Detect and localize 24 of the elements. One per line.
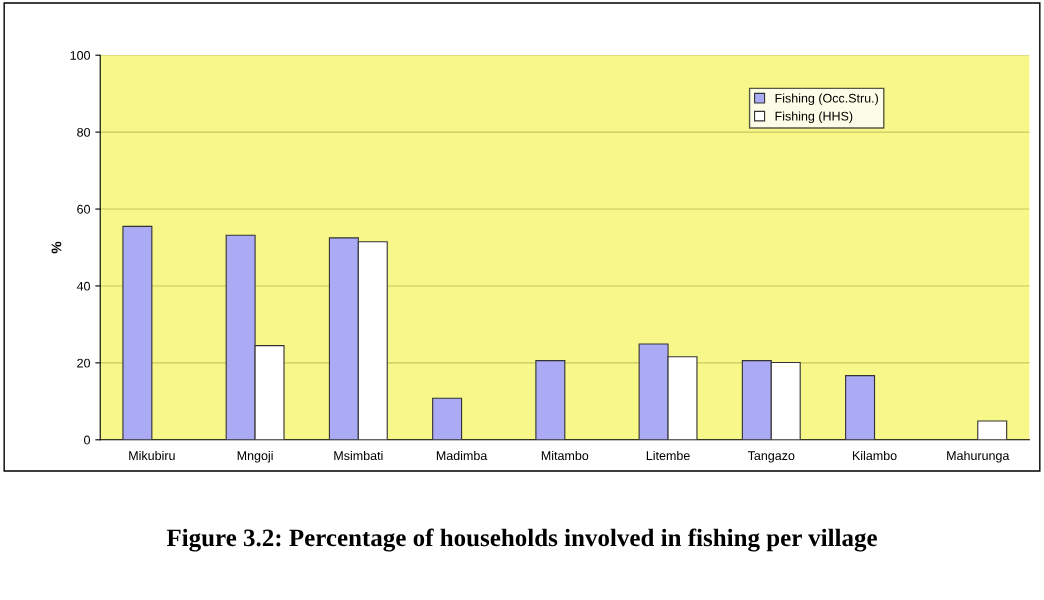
y-tick-label: 100 — [70, 51, 91, 60]
x-tick-label: Msimbati — [334, 450, 383, 461]
y-tick-label: 60 — [77, 204, 91, 214]
y-tick-label: 40 — [76, 281, 91, 291]
x-tick-label: Mitambo — [541, 450, 589, 461]
legend-label: Fishing (Occ.Stru.) — [775, 93, 878, 106]
bar — [977, 420, 1008, 440]
legend-label: Fishing (HHS) — [775, 111, 853, 124]
y-tick-label: 20 — [77, 358, 91, 368]
text: Figure 3.2: Percentage of households involved in fishing per village — [166, 528, 877, 552]
y-tick-label: 0 — [84, 435, 91, 445]
x-tick-label: Madimba — [436, 450, 488, 461]
bar — [535, 360, 566, 440]
y-axis-title: % — [51, 241, 62, 254]
x-tick-label: Mngoji — [237, 450, 273, 463]
bar — [122, 225, 153, 440]
bar — [432, 397, 463, 440]
x-tick-label: Litembe — [646, 450, 690, 461]
bar — [845, 375, 876, 440]
x-tick-label: Mikubiru — [129, 450, 175, 461]
x-tick-label: Kilambo — [852, 450, 897, 461]
y-tick-label: 80 — [77, 127, 91, 137]
x-tick-label: Mahurunga — [947, 450, 1010, 463]
x-tick-label: Tangazo — [747, 451, 795, 463]
